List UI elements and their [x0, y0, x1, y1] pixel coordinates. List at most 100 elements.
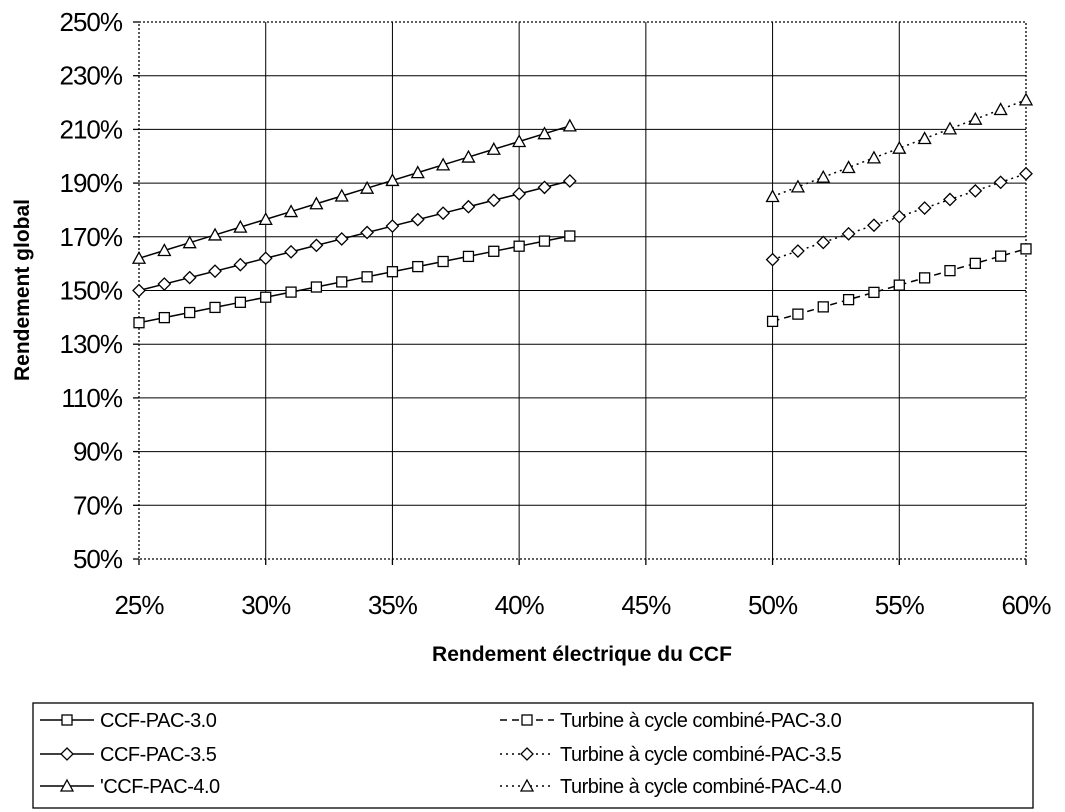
data-point — [309, 196, 324, 210]
x-tick-label: 55% — [875, 590, 925, 620]
data-point — [158, 311, 170, 324]
data-point — [868, 286, 880, 299]
y-tick-label: 170% — [60, 222, 123, 252]
x-tick-label: 45% — [621, 590, 671, 620]
data-point — [334, 188, 349, 202]
data-point — [133, 317, 145, 329]
legend-item: Turbine à cycle combiné-PAC-4.0 — [500, 776, 842, 798]
data-point — [765, 189, 780, 203]
data-point — [841, 226, 856, 241]
data-point — [462, 250, 475, 263]
series-1 — [133, 230, 576, 329]
data-point — [538, 235, 551, 247]
data-point — [892, 140, 907, 154]
data-point — [942, 121, 958, 135]
data-point — [157, 277, 172, 291]
data-point — [386, 266, 399, 278]
data-point — [283, 204, 299, 218]
legend-marker — [59, 778, 75, 792]
data-point — [132, 283, 146, 298]
data-point — [790, 179, 806, 193]
data-point — [486, 193, 501, 208]
data-point — [436, 206, 451, 221]
data-point — [817, 301, 829, 313]
data-point — [436, 157, 451, 171]
data-point — [412, 260, 424, 273]
legend-label: Turbine à cycle combiné-PAC-3.0 — [560, 710, 842, 732]
y-axis-title: Rendement global — [11, 199, 34, 381]
y-tick-label: 190% — [60, 168, 123, 198]
legend-label: Turbine à cycle combiné-PAC-4.0 — [560, 776, 842, 798]
data-series — [131, 92, 1034, 329]
data-point — [1020, 243, 1032, 255]
legend-label: Turbine à cycle combiné-PAC-3.5 — [560, 744, 842, 766]
y-tick-label: 210% — [60, 114, 123, 144]
data-point — [512, 134, 527, 148]
y-tick-label: 110% — [61, 383, 122, 413]
data-point — [157, 243, 172, 257]
data-point — [207, 227, 223, 241]
y-tick-label: 90% — [73, 437, 123, 467]
data-point — [361, 271, 373, 283]
data-point — [968, 183, 983, 198]
data-point — [131, 250, 147, 264]
data-point — [488, 245, 500, 257]
data-point — [562, 174, 577, 188]
data-point — [437, 255, 449, 268]
series-2 — [132, 174, 577, 298]
legend-item: CCF-PAC-3.0 — [40, 710, 217, 732]
x-tick-label: 50% — [748, 590, 798, 620]
data-point — [184, 306, 196, 319]
data-point — [918, 272, 931, 284]
data-point — [892, 209, 907, 224]
data-point — [893, 279, 905, 291]
data-point — [562, 118, 577, 132]
data-point — [943, 192, 957, 207]
legend-marker — [520, 747, 534, 761]
data-point — [993, 102, 1008, 116]
legend-marker — [60, 747, 74, 761]
data-point — [512, 186, 527, 201]
legend-label: 'CCF-PAC-4.0 — [100, 776, 220, 798]
data-point — [917, 131, 932, 145]
data-point — [564, 230, 576, 242]
y-tick-label: 130% — [60, 329, 123, 359]
data-point — [995, 250, 1007, 262]
legend-label: CCF-PAC-3.5 — [100, 744, 217, 766]
data-point — [792, 308, 804, 320]
legend-marker — [61, 714, 73, 726]
data-point — [208, 264, 222, 279]
data-point — [258, 251, 273, 266]
series-line — [772, 248, 1027, 323]
data-point — [993, 175, 1008, 190]
y-tick-label: 70% — [73, 490, 123, 520]
series-4 — [766, 243, 1032, 328]
y-tick-label: 50% — [73, 544, 123, 574]
data-point — [867, 218, 881, 233]
data-point — [461, 199, 476, 214]
legend-marker — [519, 778, 535, 792]
data-point — [917, 201, 932, 215]
data-point — [410, 212, 425, 227]
data-point — [537, 180, 552, 195]
legend: CCF-PAC-3.0 CCF-PAC-3.5 'CCF-PAC-4.0 Turbin… — [32, 702, 1034, 809]
data-point — [233, 219, 248, 233]
data-point — [841, 160, 856, 174]
legend-item: CCF-PAC-3.5 — [40, 744, 217, 766]
y-tick-label: 250% — [60, 7, 123, 37]
data-point — [513, 240, 525, 252]
data-point — [765, 252, 780, 267]
data-point — [486, 141, 501, 155]
legend-marker — [521, 714, 533, 726]
x-tick-label: 25% — [114, 590, 164, 620]
data-point — [285, 286, 297, 298]
y-tick-label: 150% — [60, 276, 123, 306]
series-6 — [765, 92, 1034, 203]
data-point — [233, 257, 248, 272]
data-point — [258, 211, 273, 225]
series-5 — [765, 166, 1033, 267]
legend-item: Turbine à cycle combiné-PAC-3.0 — [500, 710, 842, 732]
data-point — [816, 235, 831, 250]
